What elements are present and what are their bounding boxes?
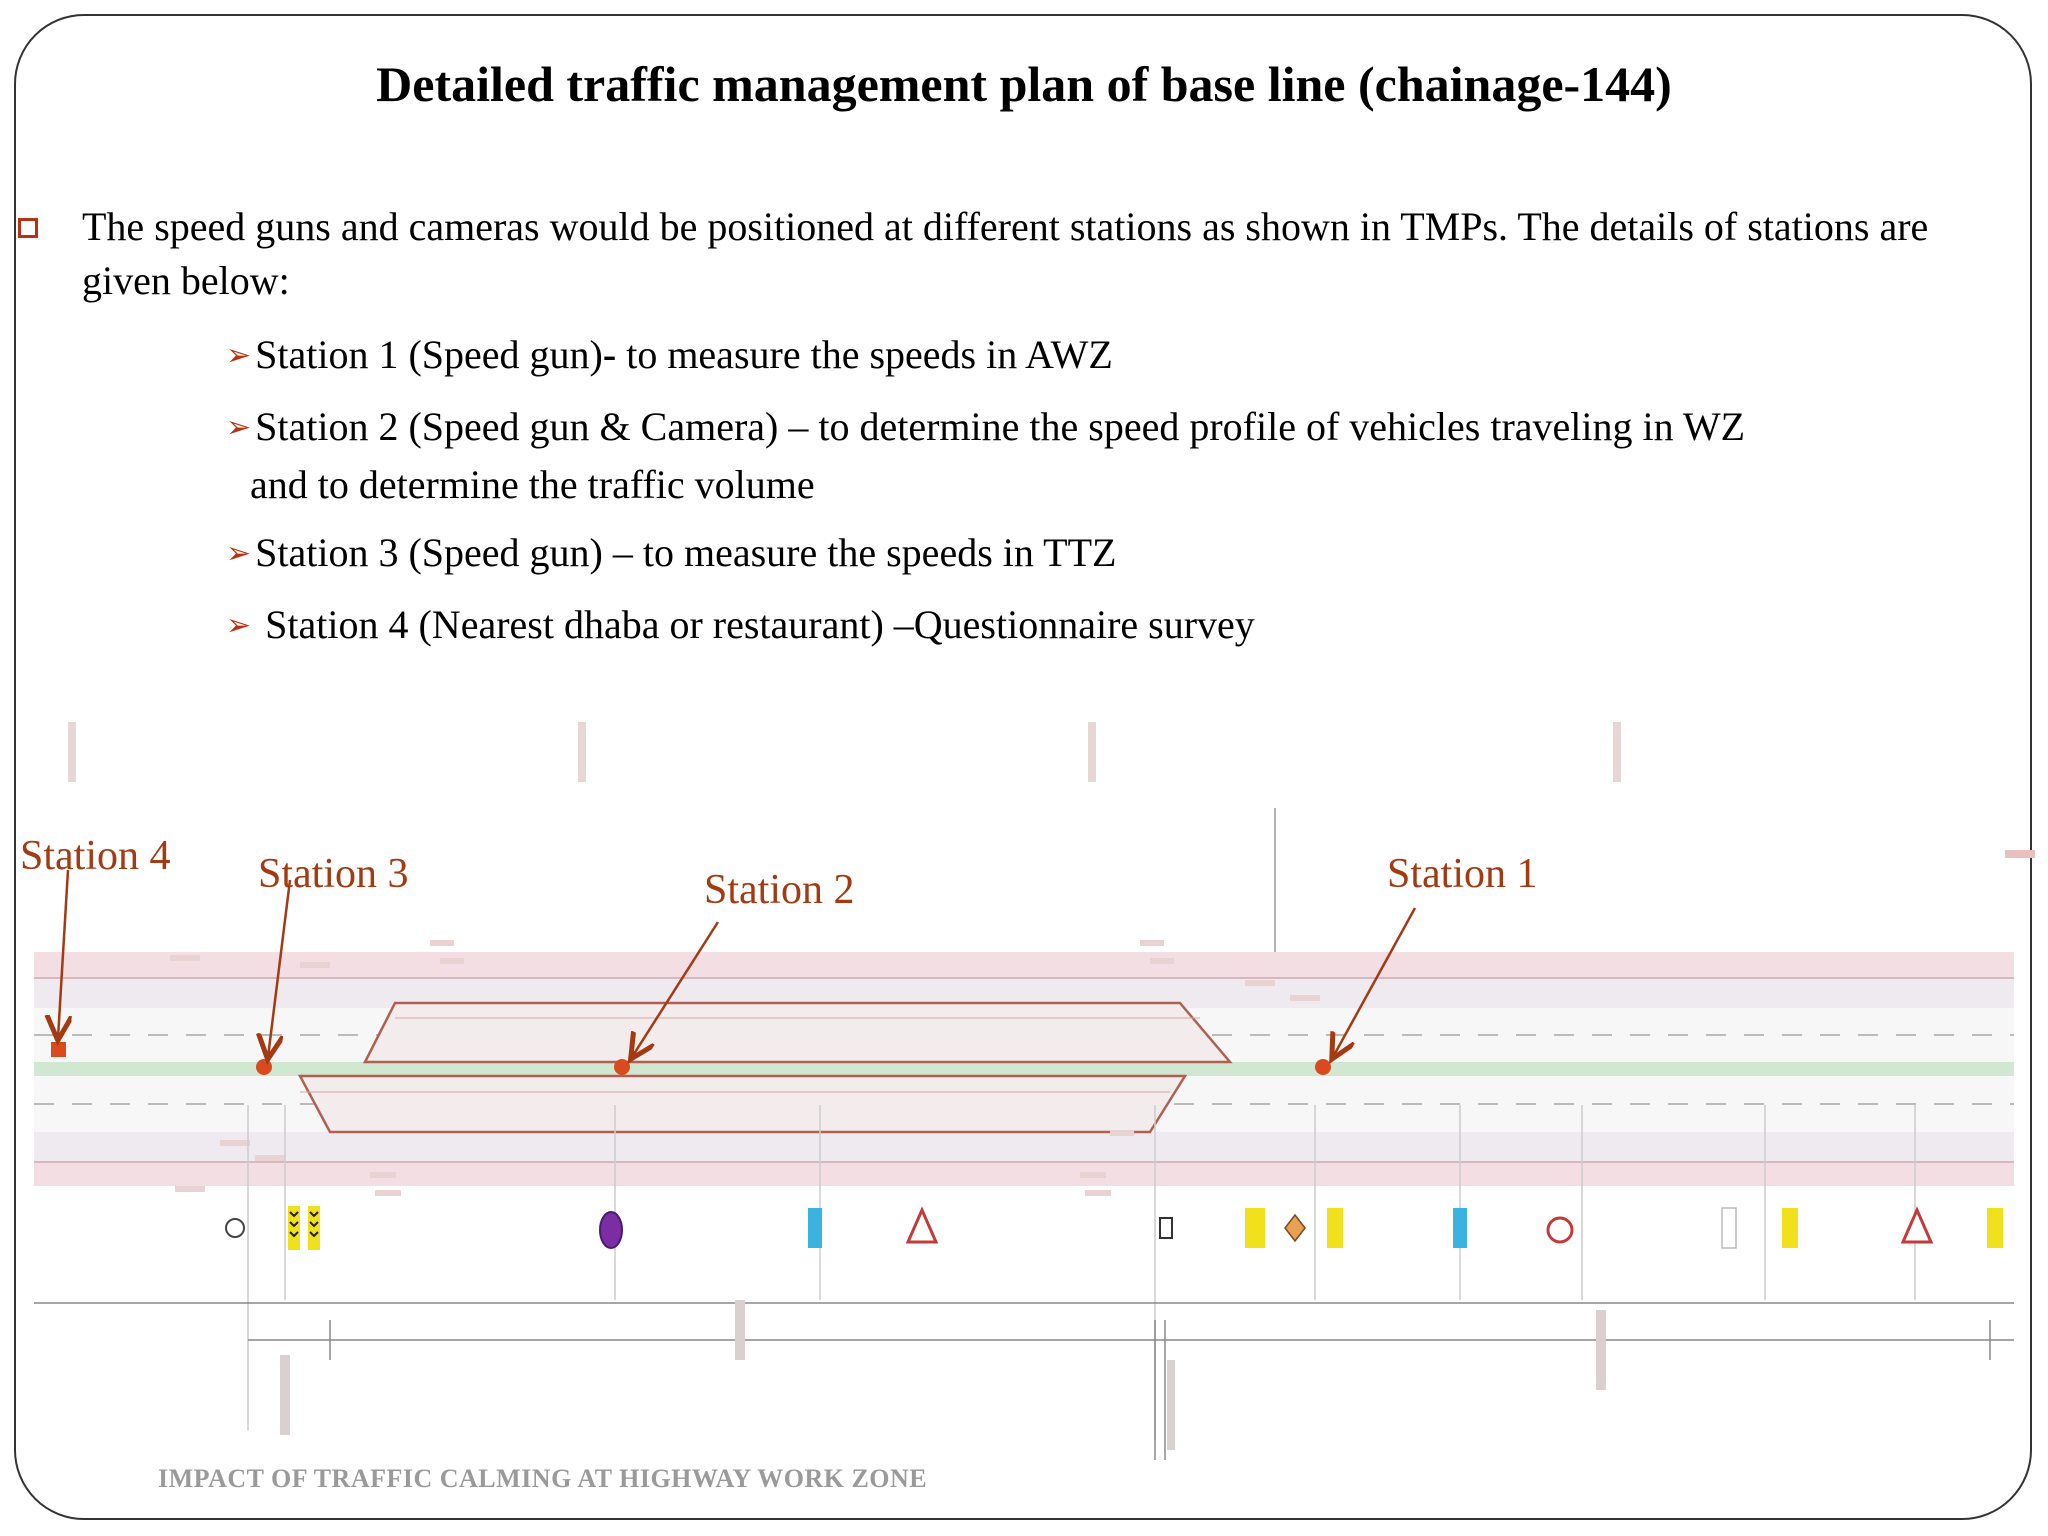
station-3-marker: [256, 1059, 272, 1075]
arrow-bullet-icon: ➢: [226, 537, 252, 570]
station-4-marker: [51, 1042, 66, 1057]
no-entry-sign-icon: [225, 1218, 245, 1238]
footer-text: IMPACT OF TRAFFIC CALMING AT HIGHWAY WOR…: [158, 1464, 928, 1493]
station-3-label: Station 3 (Speed gun) – to measure the s…: [255, 530, 1117, 575]
arrow-bullet-icon: ➢: [226, 339, 252, 372]
square-bullet-icon: [18, 218, 38, 238]
station-2-continuation: and to determine the traffic volume: [250, 462, 815, 507]
info-board-icon: [1987, 1208, 2003, 1248]
road-median: [34, 1062, 2014, 1076]
station-1-diagram-label: Station 1: [1387, 851, 1538, 897]
direction-marker: [2005, 850, 2035, 858]
station-3-item: ➢ Station 3 (Speed gun) – to measure the …: [226, 526, 1986, 584]
intro-bullet: The speed guns and cameras would be posi…: [18, 200, 1998, 308]
info-board-icon: [1721, 1207, 1737, 1249]
zone-labels: [280, 1300, 1606, 1450]
station-4-item: ➢ Station 4 (Nearest dhaba or restaurant…: [226, 598, 1986, 656]
warning-sign-icon: [905, 1206, 939, 1244]
station-1-marker: [1315, 1059, 1331, 1075]
info-board-icon: [1453, 1208, 1467, 1248]
diamond-sign-icon: [1284, 1213, 1306, 1243]
station-2-item: ➢ Station 2 (Speed gun & Camera) – to det…: [226, 400, 1986, 512]
intro-text: The speed guns and cameras would be posi…: [82, 204, 1929, 303]
info-board-icon: [808, 1208, 822, 1248]
station-1-item: ➢ Station 1 (Speed gun)- to measure the s…: [226, 328, 1986, 386]
road-shoulder-top: [34, 952, 2014, 978]
work-zone-sign-icon: [599, 1211, 623, 1249]
traffic-signs: [225, 1206, 2003, 1250]
speed-limit-sign-icon: [1546, 1216, 1574, 1244]
station-2-marker: [614, 1059, 630, 1075]
traffic-plan-diagram: [34, 722, 2035, 1460]
info-board-icon: [1782, 1208, 1798, 1248]
station-3-diagram-label: Station 3: [258, 851, 409, 897]
station-pointers: [58, 869, 1417, 1057]
station-4-label: Station 4 (Nearest dhaba or restaurant) …: [255, 602, 1255, 647]
barrier-sign-icon: [1159, 1217, 1173, 1239]
station-4-diagram-label: Station 4: [20, 833, 171, 879]
road-shoulder-bottom: [34, 1162, 2014, 1186]
work-zone-lower: [297, 1074, 1188, 1134]
zone-dimensions: [34, 1302, 2014, 1460]
station-2-label: Station 2 (Speed gun & Camera) – to dete…: [255, 404, 1746, 449]
chevron-sign-icon: [1245, 1208, 1265, 1248]
arrow-bullet-icon: ➢: [226, 411, 252, 444]
plan-annotations: [170, 940, 1320, 1196]
info-board-icon: [1327, 1208, 1343, 1248]
sign-posts: [247, 1105, 1916, 1440]
chevron-sign-icon: [308, 1206, 320, 1250]
road-lane-4: [34, 1132, 2014, 1162]
station-1-separator: -: [602, 332, 617, 377]
chevron-sign-icon: [288, 1206, 300, 1250]
station-2-diagram-label: Station 2: [704, 867, 855, 913]
work-zone-upper: [362, 1001, 1233, 1064]
warning-sign-icon: [1900, 1206, 1934, 1244]
station-1-desc: to measure the speeds in AWZ: [616, 332, 1113, 377]
slide-title: Detailed traffic management plan of base…: [376, 56, 1672, 112]
arrow-bullet-icon: ➢: [226, 609, 252, 642]
chainage-markers: [68, 722, 1621, 782]
slide-frame: [14, 14, 2032, 1520]
station-1-label: Station 1 (Speed gun): [255, 332, 603, 377]
